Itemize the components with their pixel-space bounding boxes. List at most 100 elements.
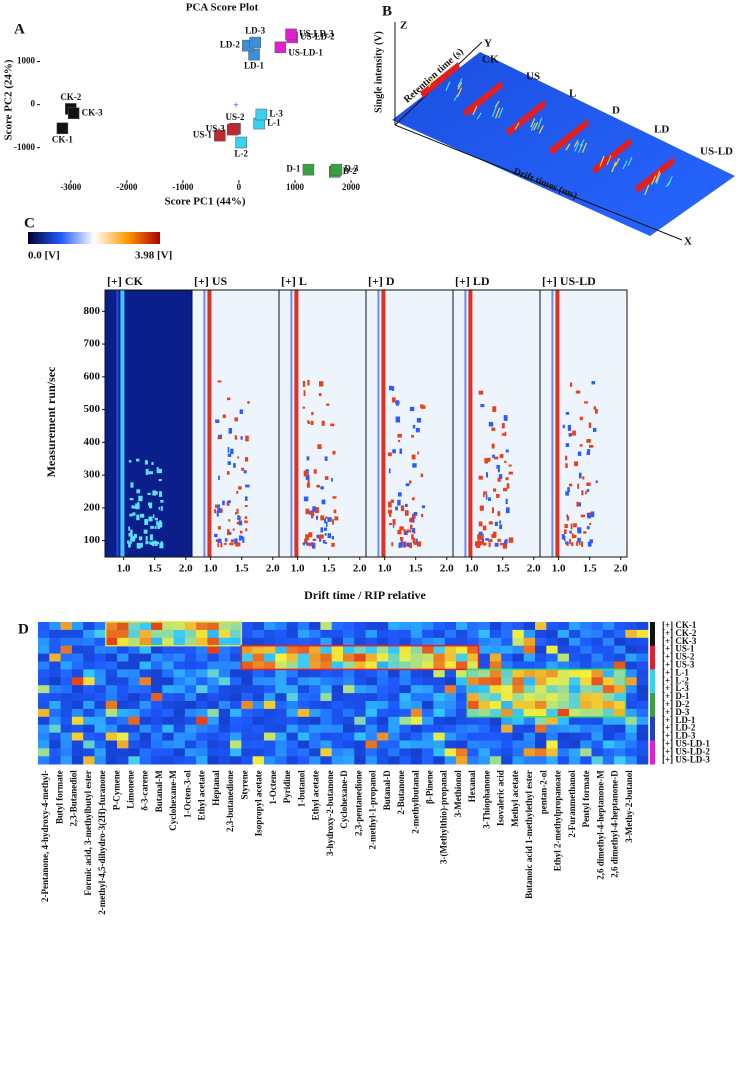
heatmap-cell xyxy=(591,637,604,646)
heatmap-cell xyxy=(105,716,118,725)
heatmap-cell xyxy=(523,748,536,757)
heatmap-cell xyxy=(139,645,152,654)
heatmap-cell xyxy=(591,669,604,678)
heatmap-cell xyxy=(546,732,558,741)
heatmap-cell xyxy=(501,740,513,749)
peak xyxy=(655,172,662,184)
heatmap-cell xyxy=(523,653,536,662)
heatmap-cell xyxy=(602,701,615,710)
heatmap-cell xyxy=(467,622,479,631)
heatmap-cell xyxy=(275,708,287,718)
heatmap-cell xyxy=(286,701,299,710)
spectrum-feature xyxy=(214,533,218,538)
heatmap-cell xyxy=(365,740,378,749)
heatmap-cell xyxy=(49,756,61,765)
heatmap-cell xyxy=(320,661,333,670)
spectrum-feature xyxy=(575,390,581,394)
heatmap-cell xyxy=(343,693,355,702)
heatmap-cell xyxy=(467,732,479,741)
spectrum-feature xyxy=(146,519,149,523)
heatmap-cell xyxy=(275,653,287,662)
spectrum-feature xyxy=(505,449,509,453)
heatmap-cell xyxy=(230,732,242,741)
spectrum-feature xyxy=(508,464,512,467)
heatmap-cell xyxy=(546,716,558,725)
spectrum-feature xyxy=(579,416,583,421)
heatmap-cell xyxy=(173,629,186,639)
heatmap-cell xyxy=(535,748,547,757)
spectrum-feature xyxy=(580,514,585,518)
heatmap-cell xyxy=(568,716,581,725)
heatmap-cell xyxy=(489,693,502,702)
heatmap-cell xyxy=(263,653,276,662)
heatmap-cell xyxy=(455,637,468,646)
spectrum-feature xyxy=(160,506,163,511)
heatmap-cell xyxy=(523,645,536,654)
x-tick-label: 1.0 xyxy=(117,563,131,575)
heatmap-cell xyxy=(162,724,174,733)
heatmap-cell xyxy=(309,645,321,654)
spectrum-feature xyxy=(217,436,222,440)
x-tick-label: 1.5 xyxy=(409,563,423,575)
spectrum-feature xyxy=(397,529,402,535)
heatmap-cell xyxy=(444,685,457,694)
x-tick-label: 1.5 xyxy=(235,563,249,575)
spectrum-panel xyxy=(540,290,627,557)
compound-label: 2-Pentanone, 4-hydroxy-4-methyl- xyxy=(40,770,50,902)
heatmap-cell xyxy=(252,716,265,725)
spectrum-feature xyxy=(568,483,573,487)
spectrum-feature xyxy=(152,514,155,519)
heatmap-cell xyxy=(83,661,95,670)
heatmap-cell xyxy=(218,701,231,710)
heatmap-cell xyxy=(49,708,61,718)
heatmap-cell xyxy=(83,645,95,654)
heatmap-cell xyxy=(196,629,208,639)
heatmap-cell xyxy=(557,685,570,694)
spectrum-feature xyxy=(417,541,421,547)
heatmap-cell xyxy=(71,637,84,646)
peak xyxy=(573,139,579,148)
compound-label: P-Cymene xyxy=(111,770,121,810)
heatmap-cell xyxy=(467,685,479,694)
heatmap-cell xyxy=(162,693,174,702)
heatmap-cell xyxy=(455,645,468,654)
row-label: [+] US-3 xyxy=(662,660,695,670)
heatmap-cell xyxy=(241,740,253,749)
spectrum-feature xyxy=(128,542,131,548)
group-bar xyxy=(650,708,655,718)
heatmap-cell xyxy=(410,645,423,654)
row-label: [+] L-3 xyxy=(662,683,689,693)
z-axis-label: Single intensity (V) xyxy=(373,31,384,113)
heatmap-cell xyxy=(354,637,366,646)
heatmap-cell xyxy=(207,645,220,654)
spectrum-feature xyxy=(404,503,408,507)
heatmap-cell xyxy=(354,716,366,725)
heatmap-cell xyxy=(38,669,50,678)
heatmap-cell xyxy=(38,629,50,639)
heatmap-cell xyxy=(489,645,502,654)
heatmap-cell xyxy=(331,724,344,733)
spectrum-feature xyxy=(391,397,396,403)
heatmap-cell xyxy=(263,740,276,749)
spectrum-feature xyxy=(478,521,483,527)
spectrum-feature xyxy=(480,404,485,408)
group-label: CK xyxy=(482,54,499,66)
spectrum-feature xyxy=(324,456,328,461)
group-bar xyxy=(650,669,655,678)
group-bar xyxy=(650,645,655,654)
point xyxy=(56,122,69,135)
heatmap-cell xyxy=(60,669,73,678)
heatmap-cell xyxy=(591,685,604,694)
heatmap-cell xyxy=(38,732,50,741)
heatmap-cell xyxy=(331,677,344,686)
heatmap-cell xyxy=(602,629,615,639)
heatmap-cell xyxy=(388,685,400,694)
group-label: LD xyxy=(654,124,669,136)
heatmap-cell xyxy=(535,724,547,733)
x-tick-label: 2.0 xyxy=(266,563,280,575)
heatmap-cell xyxy=(602,669,615,678)
heatmap-cell xyxy=(523,716,536,725)
heatmap-cell xyxy=(150,645,163,654)
heatmap-cell xyxy=(433,740,445,749)
compound-label: 2,3-Butanediol xyxy=(69,770,79,827)
